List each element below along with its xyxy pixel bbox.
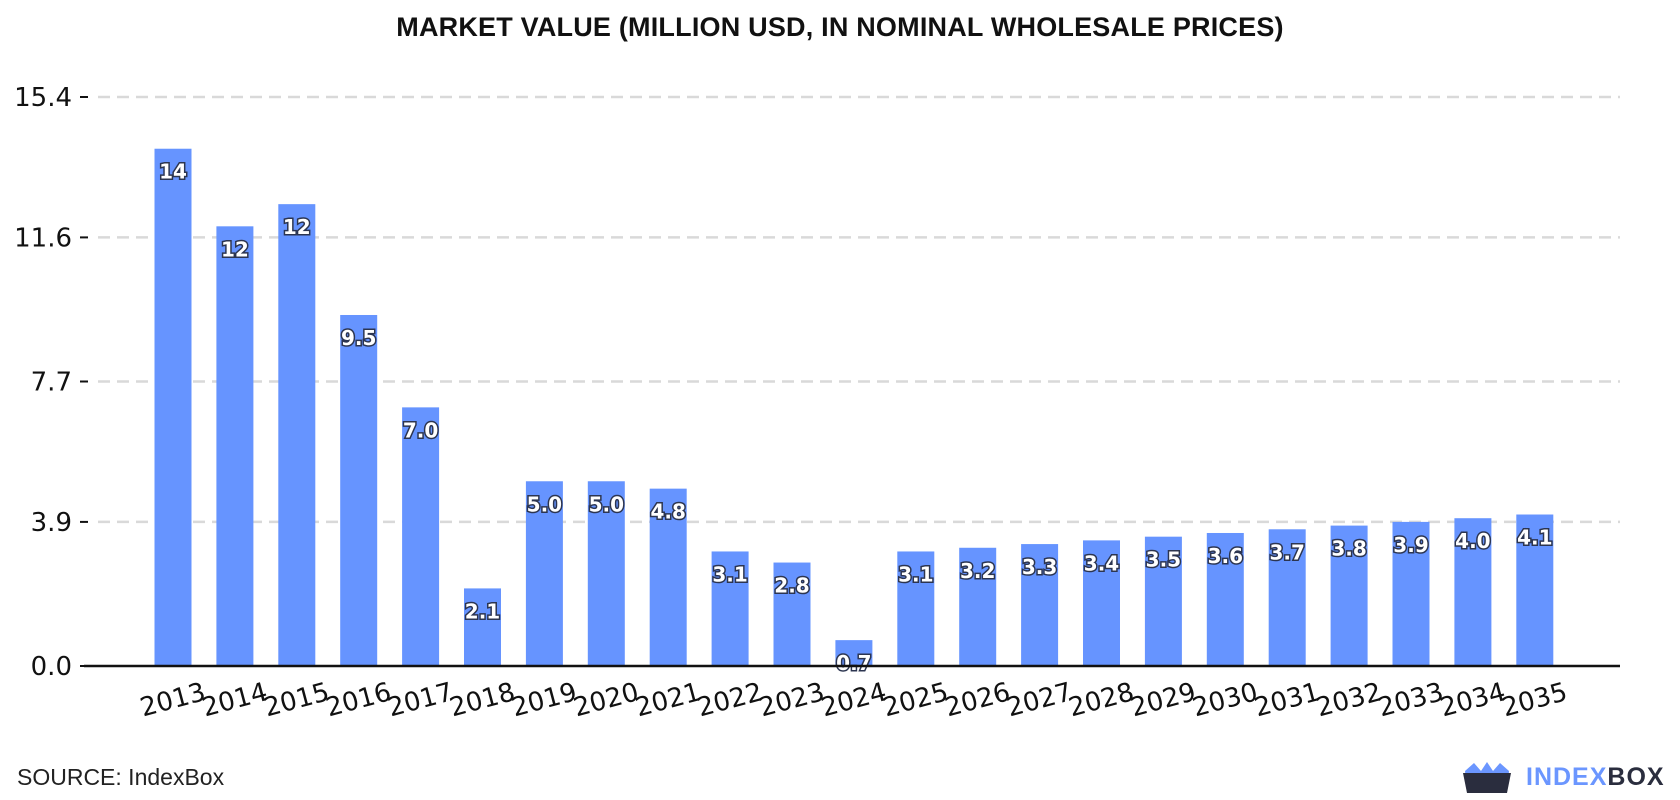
- bar-2029: [1144, 536, 1182, 666]
- x-tick-label: 2030: [1189, 677, 1261, 723]
- x-tick-label: 2019: [508, 677, 580, 723]
- bar-value-label: 9.5: [341, 326, 376, 350]
- brand-name-part2: BOX: [1607, 762, 1665, 791]
- bar-2016: [340, 314, 378, 666]
- x-tick-label: 2020: [570, 677, 642, 723]
- x-tick-label: 2029: [1127, 677, 1199, 723]
- x-tick-label: 2035: [1499, 677, 1571, 723]
- bar-2021: [649, 488, 687, 666]
- x-tick-label: 2021: [632, 677, 704, 723]
- bar-value-label: 3.1: [712, 562, 747, 586]
- y-tick-label: 7.7: [31, 368, 72, 398]
- x-tick-label: 2033: [1375, 677, 1447, 723]
- bar-value-labels: 14 12 12 9.5 7.0 2.1 5.0 5.0 4.8 3.1 2.8 0.7 3.1 3.2 3…: [158, 158, 1554, 676]
- bar-value-label: 14: [159, 160, 187, 184]
- bar-value-label: 3.1: [898, 562, 933, 586]
- bar-value-label: 3.2: [960, 559, 995, 583]
- bar-value-label: 3.4: [1084, 551, 1119, 575]
- x-tick-label: 2034: [1437, 677, 1509, 723]
- bar-2019: [525, 481, 563, 666]
- bar-2033: [1392, 521, 1430, 666]
- bar-2025: [897, 551, 935, 666]
- bar-value-label: 0.7: [836, 651, 871, 675]
- bar-2013: [154, 148, 192, 666]
- brand-name-part1: INDEX: [1526, 762, 1608, 791]
- x-tick-label: 2028: [1066, 677, 1138, 723]
- y-axis: 0.0 3.9 7.7 11.6 15.4: [14, 83, 88, 682]
- x-tick-label: 2031: [1251, 677, 1323, 723]
- bar-2020: [587, 481, 625, 666]
- bar-value-label: 3.3: [1022, 555, 1057, 579]
- chart-title: MARKET VALUE (MILLION USD, IN NOMINAL WH…: [396, 12, 1284, 42]
- bar-2024: [835, 640, 873, 666]
- bar-2015: [278, 204, 316, 666]
- bar-2030: [1206, 532, 1244, 666]
- x-tick-label: 2032: [1313, 677, 1385, 723]
- bars: [154, 148, 1554, 666]
- x-tick-label: 2017: [385, 677, 457, 723]
- gridlines: [98, 95, 1620, 524]
- bar-2022: [711, 551, 749, 666]
- bar-2027: [1021, 544, 1059, 666]
- indexbox-crown-box-icon: [1463, 762, 1511, 793]
- brand-name: INDEXBOX: [1526, 763, 1665, 792]
- bar-value-label: 2.8: [774, 574, 809, 598]
- x-tick-label: 2022: [694, 677, 766, 723]
- y-tick-label: 0.0: [31, 652, 72, 682]
- y-tick-label: 11.6: [14, 223, 72, 253]
- bar-value-label: 4.0: [1455, 529, 1490, 553]
- y-tick-label: 3.9: [31, 508, 72, 538]
- bar-2032: [1330, 525, 1368, 666]
- bar-2017: [402, 407, 440, 666]
- bar-2023: [773, 562, 811, 666]
- bar-2028: [1083, 540, 1120, 666]
- bar-value-label: 2.1: [465, 599, 500, 623]
- bar-2014: [216, 226, 254, 666]
- x-tick-label: 2025: [880, 677, 952, 723]
- brand-logo[interactable]: INDEXBOX: [1462, 756, 1672, 798]
- bar-value-label: 3.7: [1269, 540, 1304, 564]
- bar-value-label: 7.0: [403, 418, 438, 442]
- bar-chart: 0.0 3.9 7.7 11.6 15.4 14 12 12 9.5 7.0 2.1 5.0 5.0 4…: [14, 83, 1620, 723]
- bar-value-label: 5.0: [527, 492, 562, 516]
- source-note: SOURCE: IndexBox: [17, 764, 225, 790]
- bar-value-label: 3.8: [1331, 537, 1366, 561]
- bar-2031: [1268, 529, 1306, 666]
- x-tick-label: 2014: [199, 677, 271, 723]
- bar-2034: [1454, 518, 1492, 666]
- bar-2026: [959, 547, 997, 666]
- x-tick-label: 2016: [323, 677, 395, 723]
- bar-value-label: 5.0: [589, 492, 624, 516]
- bar-value-label: 4.1: [1517, 526, 1552, 550]
- bar-value-label: 12: [221, 237, 249, 261]
- bar-value-label: 3.9: [1393, 533, 1428, 557]
- x-tick-label: 2023: [756, 677, 828, 723]
- bar-2035: [1516, 514, 1554, 666]
- x-tick-label: 2013: [137, 677, 209, 723]
- bar-value-label: 3.6: [1208, 544, 1243, 568]
- y-tick-label: 15.4: [14, 83, 72, 113]
- x-tick-label: 2015: [261, 677, 333, 723]
- x-tick-label: 2018: [447, 677, 519, 723]
- x-tick-label: 2027: [1004, 677, 1076, 723]
- x-tick-label: 2026: [942, 677, 1014, 723]
- bar-2018: [464, 588, 501, 666]
- bar-value-label: 4.8: [650, 500, 685, 524]
- bar-value-label: 12: [283, 215, 311, 239]
- x-tick-label: 2024: [818, 677, 890, 723]
- bar-value-label: 3.5: [1146, 548, 1181, 572]
